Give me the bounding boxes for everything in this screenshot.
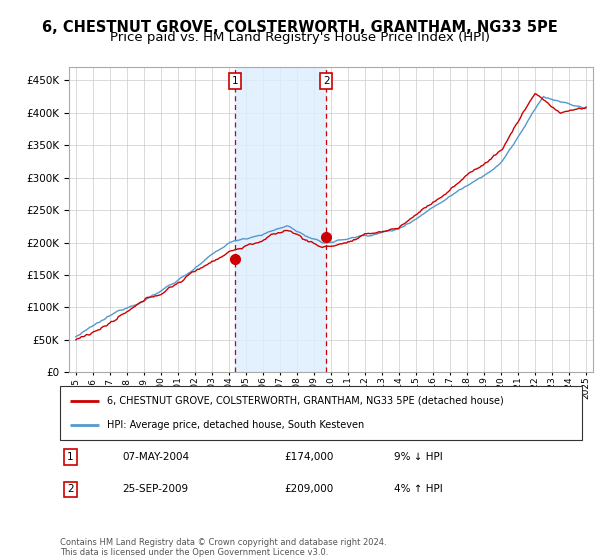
FancyBboxPatch shape: [60, 386, 582, 440]
Text: £209,000: £209,000: [284, 484, 334, 494]
Text: 6, CHESTNUT GROVE, COLSTERWORTH, GRANTHAM, NG33 5PE (detached house): 6, CHESTNUT GROVE, COLSTERWORTH, GRANTHA…: [107, 396, 504, 406]
Text: £174,000: £174,000: [284, 452, 334, 462]
Text: 4% ↑ HPI: 4% ↑ HPI: [394, 484, 443, 494]
Text: 1: 1: [232, 76, 238, 86]
Text: Contains HM Land Registry data © Crown copyright and database right 2024.
This d: Contains HM Land Registry data © Crown c…: [60, 538, 386, 557]
Bar: [235, 67, 326, 372]
Text: 1: 1: [67, 452, 74, 462]
Text: 25-SEP-2009: 25-SEP-2009: [122, 484, 189, 494]
Text: 6, CHESTNUT GROVE, COLSTERWORTH, GRANTHAM, NG33 5PE: 6, CHESTNUT GROVE, COLSTERWORTH, GRANTHA…: [42, 20, 558, 35]
Text: 07-MAY-2004: 07-MAY-2004: [122, 452, 190, 462]
Text: Price paid vs. HM Land Registry's House Price Index (HPI): Price paid vs. HM Land Registry's House …: [110, 31, 490, 44]
Text: 2: 2: [323, 76, 329, 86]
Text: HPI: Average price, detached house, South Kesteven: HPI: Average price, detached house, Sout…: [107, 420, 364, 430]
Text: 9% ↓ HPI: 9% ↓ HPI: [394, 452, 443, 462]
Text: 2: 2: [67, 484, 74, 494]
